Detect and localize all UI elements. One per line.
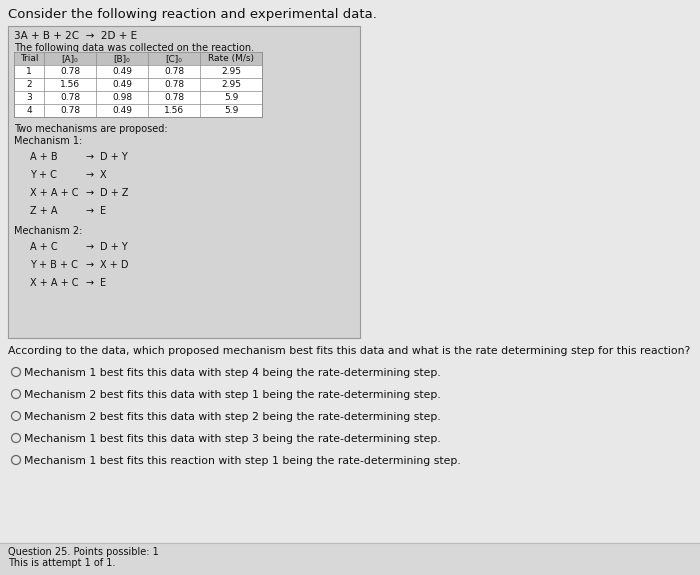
Text: Trial: Trial bbox=[20, 54, 38, 63]
Text: →: → bbox=[85, 188, 93, 198]
Text: →: → bbox=[85, 170, 93, 180]
Text: E: E bbox=[100, 278, 106, 288]
Text: Mechanism 1 best fits this data with step 3 being the rate-determining step.: Mechanism 1 best fits this data with ste… bbox=[24, 434, 441, 444]
Text: 2.95: 2.95 bbox=[221, 80, 241, 89]
Text: 3A + B + 2C  →  2D + E: 3A + B + 2C → 2D + E bbox=[14, 31, 137, 41]
Text: Mechanism 2 best fits this data with step 1 being the rate-determining step.: Mechanism 2 best fits this data with ste… bbox=[24, 390, 441, 400]
Text: →: → bbox=[85, 242, 93, 252]
Text: Mechanism 1 best fits this data with step 4 being the rate-determining step.: Mechanism 1 best fits this data with ste… bbox=[24, 368, 441, 378]
Text: This is attempt 1 of 1.: This is attempt 1 of 1. bbox=[8, 558, 116, 568]
Text: 0.78: 0.78 bbox=[60, 93, 80, 102]
Text: 5.9: 5.9 bbox=[224, 93, 238, 102]
Text: Question 25. Points possible: 1: Question 25. Points possible: 1 bbox=[8, 547, 159, 557]
Text: Y + B + C: Y + B + C bbox=[30, 260, 78, 270]
Text: Mechanism 1:: Mechanism 1: bbox=[14, 136, 83, 146]
Text: 4: 4 bbox=[26, 106, 32, 115]
Text: [B]₀: [B]₀ bbox=[113, 54, 130, 63]
Bar bbox=[0, 543, 700, 575]
Text: 0.49: 0.49 bbox=[112, 106, 132, 115]
Text: According to the data, which proposed mechanism best fits this data and what is : According to the data, which proposed me… bbox=[8, 346, 690, 356]
Text: D + Z: D + Z bbox=[100, 188, 129, 198]
Text: Two mechanisms are proposed:: Two mechanisms are proposed: bbox=[14, 124, 167, 134]
Text: 0.98: 0.98 bbox=[112, 93, 132, 102]
Text: 1.56: 1.56 bbox=[60, 80, 80, 89]
Text: Mechanism 2 best fits this data with step 2 being the rate-determining step.: Mechanism 2 best fits this data with ste… bbox=[24, 412, 441, 422]
Text: 1: 1 bbox=[26, 67, 32, 76]
Bar bbox=[8, 26, 360, 338]
Text: →: → bbox=[85, 278, 93, 288]
Text: 0.78: 0.78 bbox=[164, 93, 184, 102]
Text: →: → bbox=[85, 206, 93, 216]
Text: 1.56: 1.56 bbox=[164, 106, 184, 115]
Text: 0.49: 0.49 bbox=[112, 67, 132, 76]
Text: 2.95: 2.95 bbox=[221, 67, 241, 76]
Text: X: X bbox=[100, 170, 106, 180]
Text: Z + A: Z + A bbox=[30, 206, 57, 216]
Bar bbox=[14, 52, 262, 65]
Text: X + D: X + D bbox=[100, 260, 129, 270]
Text: Rate (M/s): Rate (M/s) bbox=[208, 54, 254, 63]
Text: X + A + C: X + A + C bbox=[30, 188, 78, 198]
Bar bbox=[14, 52, 262, 117]
Text: 0.78: 0.78 bbox=[164, 80, 184, 89]
Text: E: E bbox=[100, 206, 106, 216]
Text: Y + C: Y + C bbox=[30, 170, 57, 180]
Text: D + Y: D + Y bbox=[100, 152, 127, 162]
Text: 3: 3 bbox=[26, 93, 32, 102]
Text: 0.78: 0.78 bbox=[60, 106, 80, 115]
Text: 2: 2 bbox=[26, 80, 32, 89]
Text: 0.78: 0.78 bbox=[164, 67, 184, 76]
Text: →: → bbox=[85, 260, 93, 270]
Text: 5.9: 5.9 bbox=[224, 106, 238, 115]
Text: Consider the following reaction and experimental data.: Consider the following reaction and expe… bbox=[8, 8, 377, 21]
Text: [A]₀: [A]₀ bbox=[62, 54, 78, 63]
Text: 0.78: 0.78 bbox=[60, 67, 80, 76]
Text: [C]₀: [C]₀ bbox=[166, 54, 183, 63]
Text: →: → bbox=[85, 152, 93, 162]
Text: 0.49: 0.49 bbox=[112, 80, 132, 89]
Text: Mechanism 2:: Mechanism 2: bbox=[14, 226, 83, 236]
Text: A + C: A + C bbox=[30, 242, 57, 252]
Text: The following data was collected on the reaction.: The following data was collected on the … bbox=[14, 43, 254, 53]
Text: X + A + C: X + A + C bbox=[30, 278, 78, 288]
Text: D + Y: D + Y bbox=[100, 242, 127, 252]
Text: A + B: A + B bbox=[30, 152, 57, 162]
Text: Mechanism 1 best fits this reaction with step 1 being the rate-determining step.: Mechanism 1 best fits this reaction with… bbox=[24, 456, 461, 466]
